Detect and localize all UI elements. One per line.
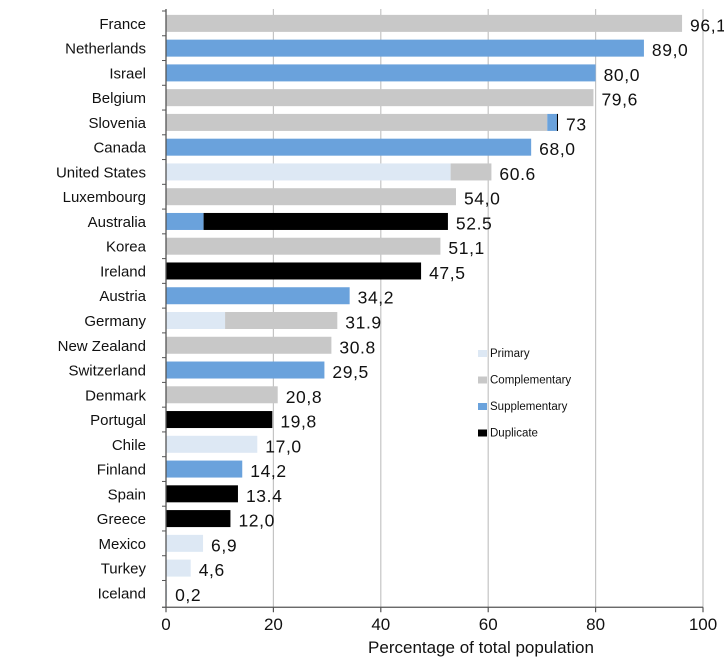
x-tick-label-80: 80 [586, 615, 605, 634]
x-tick-label-40: 40 [371, 615, 390, 634]
bar-austria-supplementary [166, 287, 350, 305]
bar-france-complementary [166, 14, 683, 32]
value-label-ireland: 47,5 [429, 263, 465, 283]
bar-turkey-primary [166, 559, 191, 577]
labels-layer: France 96,1 Netherlands 89,0 Israel 80,0 Belgi… [56, 15, 724, 604]
legend-swatch-complementary [478, 376, 487, 384]
bar-new-zealand-complementary [166, 336, 332, 354]
value-label-netherlands: 89,0 [652, 40, 688, 60]
bar-switzerland-supplementary [166, 361, 325, 379]
bar-slovenia-complementary [166, 113, 548, 131]
value-label-switzerland: 29,5 [332, 362, 368, 382]
category-label-belgium: Belgium [92, 90, 146, 107]
x-tick-label-0: 0 [161, 615, 170, 634]
value-label-korea: 51,1 [448, 238, 484, 258]
category-label-iceland: Iceland [98, 585, 146, 602]
legend-label-complementary: Complementary [490, 375, 571, 387]
category-label-australia: Australia [88, 214, 147, 231]
category-label-netherlands: Netherlands [65, 41, 146, 58]
category-label-germany: Germany [84, 313, 146, 330]
legend-label-primary: Primary [490, 348, 530, 360]
category-label-spain: Spain [108, 486, 146, 503]
category-label-france: France [99, 16, 146, 33]
value-label-denmark: 20,8 [286, 387, 322, 407]
value-label-austria: 34,2 [358, 288, 394, 308]
bar-slovenia-supplementary [547, 113, 557, 131]
axis-layer: 0 20 40 60 80 100 Percentage of total populati… [161, 9, 717, 657]
bar-netherlands-supplementary [166, 39, 644, 57]
category-label-austria: Austria [99, 288, 146, 305]
bar-slovenia-duplicate [556, 113, 559, 131]
value-label-iceland: 0,2 [175, 585, 201, 605]
bar-germany-complementary [225, 312, 338, 329]
category-label-canada: Canada [93, 140, 146, 157]
x-tick-label-100: 100 [689, 615, 717, 634]
legend-swatch-primary [478, 350, 487, 357]
bar-belgium-complementary [166, 89, 594, 107]
bar-mexico-primary [166, 534, 204, 552]
value-label-chile: 17,0 [265, 436, 301, 456]
bar-chile-primary [166, 435, 258, 453]
category-label-luxembourg: Luxembourg [63, 189, 146, 206]
bar-germany-primary [166, 312, 226, 329]
value-label-israel: 80,0 [604, 65, 640, 85]
x-axis-title: Percentage of total population [368, 638, 594, 657]
bar-israel-supplementary [166, 64, 596, 82]
bar-portugal-duplicate [166, 411, 273, 429]
category-label-greece: Greece [97, 511, 146, 528]
bar-spain-duplicate [166, 485, 238, 503]
value-label-greece: 12,0 [238, 511, 274, 531]
category-label-new-zealand: New Zealand [58, 338, 146, 355]
value-label-canada: 68,0 [539, 139, 575, 159]
legend-swatch-supplementary [478, 403, 487, 410]
value-label-united-states: 60.6 [499, 164, 535, 184]
grid-layer [272, 9, 704, 608]
x-tick-label-60: 60 [479, 615, 498, 634]
bar-canada-supplementary [166, 138, 532, 156]
value-label-germany: 31.9 [345, 313, 381, 333]
category-label-finland: Finland [97, 462, 146, 479]
bars-layer [166, 14, 683, 602]
category-label-ireland: Ireland [100, 263, 146, 280]
bar-australia-duplicate [203, 212, 448, 230]
value-label-new-zealand: 30.8 [339, 337, 375, 357]
category-label-turkey: Turkey [101, 561, 147, 578]
category-label-switzerland: Switzerland [68, 363, 146, 380]
x-tick-label-20: 20 [264, 615, 283, 634]
value-label-finland: 14,2 [250, 461, 286, 481]
bar-united-states-primary [166, 163, 451, 181]
category-label-denmark: Denmark [85, 387, 146, 404]
legend-label-duplicate: Duplicate [490, 428, 538, 440]
value-label-australia: 52.5 [456, 213, 492, 233]
value-label-turkey: 4,6 [199, 560, 225, 580]
legend-label-supplementary: Supplementary [490, 401, 568, 413]
category-label-united-states: United States [56, 164, 146, 181]
value-label-spain: 13.4 [246, 486, 282, 506]
category-label-mexico: Mexico [98, 536, 146, 553]
value-label-mexico: 6,9 [211, 535, 237, 555]
value-label-belgium: 79,6 [601, 90, 637, 110]
bar-finland-supplementary [166, 460, 243, 478]
bar-greece-duplicate [166, 510, 231, 528]
legend-layer: Primary Complementary Supplementary Duplica… [478, 348, 571, 440]
bar-united-states-complementary [450, 163, 492, 181]
value-label-france: 96,1 [690, 15, 724, 35]
bar-luxembourg-complementary [166, 188, 456, 206]
value-label-portugal: 19,8 [280, 412, 316, 432]
bar-ireland-duplicate [166, 262, 422, 280]
bar-korea-complementary [166, 237, 441, 255]
category-label-slovenia: Slovenia [88, 115, 146, 132]
category-label-portugal: Portugal [90, 412, 146, 429]
bar-denmark-complementary [166, 386, 278, 404]
category-label-israel: Israel [109, 65, 146, 82]
legend-swatch-duplicate [478, 429, 487, 437]
bar-australia-supplementary [166, 212, 204, 230]
value-label-luxembourg: 54,0 [464, 189, 500, 209]
category-label-korea: Korea [106, 239, 147, 256]
value-label-slovenia: 73 [566, 114, 587, 134]
category-label-chile: Chile [112, 437, 146, 454]
